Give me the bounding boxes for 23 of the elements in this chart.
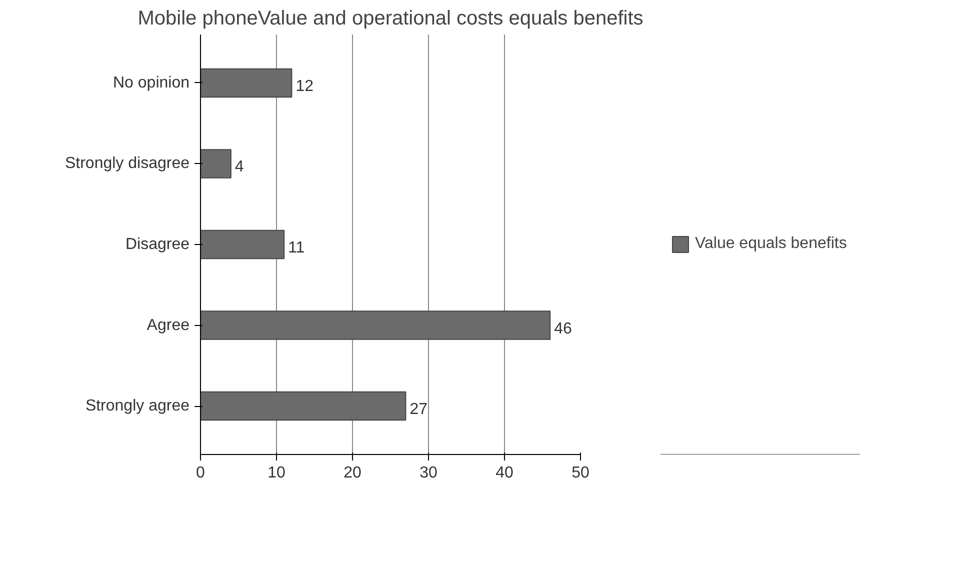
y-tick-label: Disagree bbox=[125, 236, 190, 253]
x-tick-label: 40 bbox=[496, 464, 514, 482]
y-tick-label: Strongly agree bbox=[85, 398, 190, 415]
x-tick-label: 10 bbox=[268, 464, 286, 482]
x-tick-label: 50 bbox=[572, 464, 590, 482]
bar bbox=[200, 310, 551, 340]
bar bbox=[200, 230, 285, 260]
bar bbox=[200, 68, 292, 98]
data-label: 12 bbox=[296, 78, 314, 95]
data-label: 27 bbox=[410, 401, 428, 418]
x-tick-label: 0 bbox=[196, 464, 206, 482]
data-label: 46 bbox=[554, 320, 572, 338]
legend-label: Value equals benefits bbox=[695, 235, 847, 253]
x-tick-label: 30 bbox=[420, 464, 438, 482]
y-tick-label: Strongly disagree bbox=[64, 155, 190, 172]
bar bbox=[200, 391, 406, 421]
chart-title: Mobile phoneValue and operational costs equals benefits bbox=[138, 8, 644, 30]
y-tick-label: No opinion bbox=[113, 74, 190, 92]
data-label: 4 bbox=[234, 158, 244, 176]
x-tick-label: 20 bbox=[344, 464, 362, 482]
bar bbox=[200, 149, 232, 178]
y-tick-label: Agree bbox=[146, 316, 190, 334]
data-label: 11 bbox=[288, 240, 305, 256]
